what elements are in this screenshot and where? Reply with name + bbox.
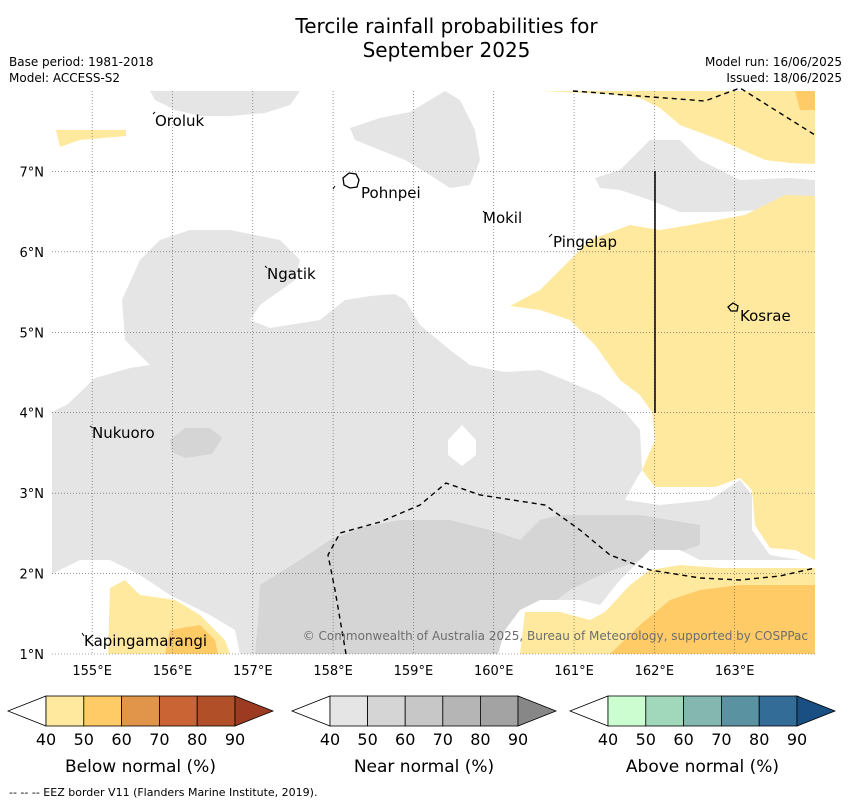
colorbar-segment [442, 695, 481, 727]
footer-note: -- -- -- EEZ border V11 (Flanders Marine… [9, 786, 318, 799]
colorbar-tick-label: 50 [636, 730, 656, 749]
colorbar-tick-label: 90 [508, 730, 528, 749]
lat-tick-labels: 7°N 6°N 5°N 4°N 3°N 2°N 1°N [20, 165, 45, 663]
lat-tick-label: 6°N [20, 246, 45, 261]
colorbar-extension [234, 695, 275, 727]
eez-border [327, 87, 816, 655]
colorbar-segment [121, 695, 160, 727]
place-label: Nukuoro [92, 424, 155, 442]
place-label: Kapingamarangi [84, 632, 207, 650]
colorbar-segment [479, 695, 519, 727]
colorbar: 40 50 60 70 80 90 Near normal (%) [290, 695, 558, 777]
place-label: Ngatik [267, 265, 316, 283]
copyright-text: © Commonwealth of Australia 2025, Bureau… [303, 629, 808, 643]
kosrae-island-icon [727, 302, 739, 312]
colorbar-tick-label: 60 [395, 730, 415, 749]
colorbar-tick-label: 70 [149, 730, 169, 749]
colorbar-tick-label: 50 [74, 730, 94, 749]
colorbar-segment [45, 695, 85, 727]
lon-tick-label: 160°E [474, 664, 514, 679]
place-label: Oroluk [155, 112, 204, 130]
island-marks [81, 111, 553, 637]
place-label: Pohnpei [361, 184, 421, 202]
colorbar-segment [158, 695, 198, 727]
model-run: Model run: 16/06/2025 [704, 55, 842, 69]
title-line-2: September 2025 [362, 38, 531, 62]
title-line-1: Tercile rainfall probabilities for [295, 14, 598, 38]
colorbar-extension [6, 695, 47, 727]
colorbar: 40 50 60 70 80 90 Below normal (%) [6, 695, 275, 777]
lon-tick-label: 161°E [554, 664, 594, 679]
colorbar-tick-label: 40 [598, 730, 618, 749]
probability-fill [52, 91, 815, 654]
place-label: Kosrae [740, 307, 791, 325]
colorbar-tick-label: 90 [787, 730, 807, 749]
colorbar-segment [404, 695, 444, 727]
below-normal-region [510, 195, 815, 560]
colorbar-segment [721, 695, 760, 727]
lat-tick-label: 3°N [20, 487, 45, 502]
lon-tick-labels: 155°E 156°E 157°E 158°E 159°E 160°E 161°E 162°E… [72, 664, 754, 679]
colorbar-label: Above normal (%) [626, 757, 779, 777]
colorbar-extension [568, 695, 609, 727]
lon-tick-label: 155°E [72, 664, 112, 679]
pohnpei-island-icon [342, 172, 360, 189]
colorbar-tick-label: 80 [187, 730, 207, 749]
lon-tick-label: 158°E [313, 664, 353, 679]
colorbar-tick-label: 80 [749, 730, 769, 749]
colorbar-tick-label: 50 [357, 730, 377, 749]
place-label: Mokil [483, 209, 522, 227]
colorbar-segment [645, 695, 684, 727]
colorbar-tick-label: 40 [36, 730, 56, 749]
lon-tick-label: 163°E [715, 664, 755, 679]
colorbar-label: Near normal (%) [354, 757, 494, 777]
map-figure: Oroluk Pohnpei Mokil Pingelap Ngatik Kos… [6, 87, 837, 777]
lat-tick-label: 4°N [20, 407, 45, 422]
lon-tick-label: 156°E [153, 664, 193, 679]
lat-tick-label: 5°N [20, 326, 45, 341]
colorbar-segment [196, 695, 236, 727]
lon-tick-label: 159°E [394, 664, 434, 679]
colorbar-segment [758, 695, 798, 727]
lat-tick-label: 7°N [20, 165, 45, 180]
colorbar-extension [517, 695, 558, 727]
colorbar-tick-label: 60 [673, 730, 693, 749]
base-period: Base period: 1981-2018 [9, 55, 154, 69]
chart-title: Tercile rainfall probabilities for Septe… [0, 14, 850, 62]
colorbar-segment [367, 695, 406, 727]
lon-tick-label: 162°E [635, 664, 675, 679]
colorbar-tick-label: 60 [111, 730, 131, 749]
lat-tick-label: 1°N [20, 648, 45, 663]
colorbar-tick-label: 70 [433, 730, 453, 749]
colorbar-segment [329, 695, 368, 727]
meta-right: Model run: 16/06/2025 Issued: 18/06/2025 [705, 54, 842, 86]
colorbar-segment [683, 695, 722, 727]
issued-date: Issued: 18/06/2025 [726, 71, 842, 85]
colorbar-tick-label: 70 [711, 730, 731, 749]
lon-tick-label: 157°E [233, 664, 273, 679]
colorbar-label: Below normal (%) [65, 757, 216, 777]
colorbars: 40 50 60 70 80 90 Below normal (%) 40 50 60 70 80 90… [6, 695, 837, 777]
place-labels: Oroluk Pohnpei Mokil Pingelap Ngatik Kos… [84, 112, 791, 650]
colorbar-tick-label: 80 [470, 730, 490, 749]
colorbar-tick-label: 40 [320, 730, 340, 749]
colorbar-segment [83, 695, 123, 727]
colorbar: 40 50 60 70 80 90 Above normal (%) [568, 695, 837, 777]
colorbar-extension [290, 695, 331, 727]
model-name: Model: ACCESS-S2 [9, 71, 121, 85]
lat-tick-label: 2°N [20, 568, 45, 583]
colorbar-tick-label: 90 [225, 730, 245, 749]
colorbar-segment [607, 695, 647, 727]
meta-left: Base period: 1981-2018 Model: ACCESS-S2 [9, 54, 154, 86]
place-label: Pingelap [553, 233, 617, 251]
colorbar-extension [796, 695, 837, 727]
